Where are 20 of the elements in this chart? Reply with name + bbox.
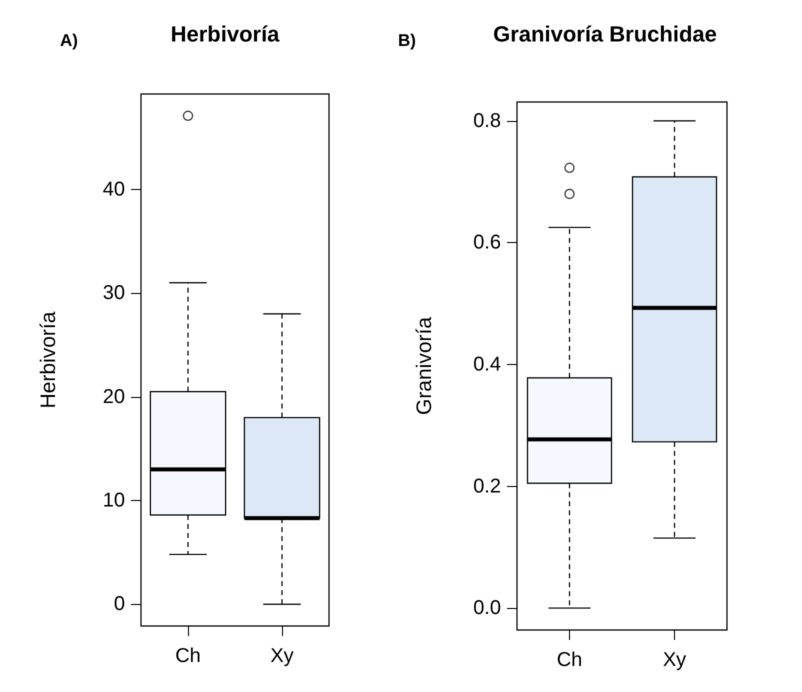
chart-title: Granivoría Bruchidae — [493, 22, 717, 46]
y-tick-label: 40 — [102, 178, 125, 200]
y-tick-label: 20 — [102, 386, 125, 408]
y-tick-label: 0.2 — [473, 475, 501, 498]
y-tick-label: 0.8 — [473, 110, 501, 132]
y-axis-title: Granivoría — [413, 316, 436, 416]
y-tick-label: 30 — [102, 282, 125, 304]
y-tick-label: 0.4 — [473, 353, 501, 376]
y-tick-label: 0.6 — [473, 232, 501, 254]
y-tick-label: 10 — [102, 490, 125, 512]
y-tick-label: 0 — [114, 593, 125, 616]
y-tick-label: 0.0 — [473, 597, 501, 620]
y-axis-title: Herbivoría — [37, 311, 60, 408]
x-tick-label: Xy — [662, 649, 686, 671]
x-tick-label: Ch — [556, 649, 582, 671]
text: B) — [398, 31, 416, 50]
x-tick-label: Ch — [175, 645, 201, 667]
x-tick-label: Xy — [270, 645, 294, 667]
chart-title: Herbivoría — [170, 22, 280, 46]
text: A) — [60, 31, 78, 50]
